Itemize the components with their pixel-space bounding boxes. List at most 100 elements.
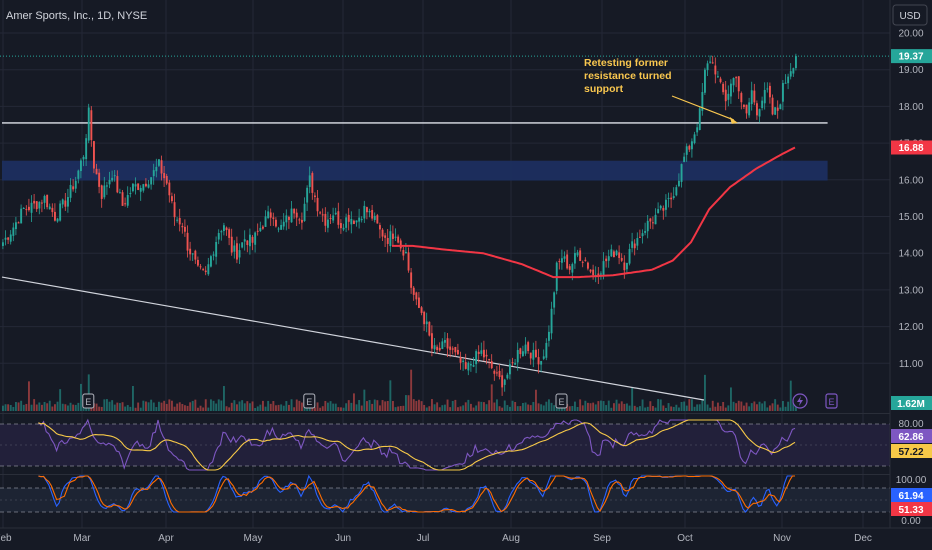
candle-body (324, 213, 327, 226)
volume-bar (337, 407, 340, 411)
volume-bar (155, 407, 158, 411)
volume-bar (106, 399, 108, 411)
candle-body (30, 202, 33, 213)
time-tick-label: Oct (677, 533, 693, 544)
candle-body (90, 110, 93, 141)
candle-body (46, 194, 49, 208)
candle-body (22, 208, 25, 210)
candle-body (186, 232, 189, 251)
volume-bar (46, 403, 49, 411)
volume-bar (399, 405, 402, 411)
candle-body (155, 166, 158, 172)
earnings-marker[interactable] (303, 393, 316, 409)
volume-bar (724, 407, 727, 411)
time-tick-label: Dec (854, 533, 872, 544)
candle-body (600, 273, 602, 275)
volume-bar (80, 383, 82, 411)
candle-body (462, 360, 465, 362)
candle-body (451, 348, 454, 350)
volume-bar (665, 407, 667, 411)
volume-bar (766, 407, 769, 411)
candle-body (503, 379, 506, 385)
volume-bar (173, 406, 176, 411)
candle-body (407, 252, 410, 271)
time-axis-labels[interactable]: Feb Mar Apr May Jun Jul Aug Sep Oct Nov Dec (0, 533, 872, 544)
candle-body (288, 216, 290, 220)
candle-body (480, 350, 483, 354)
candle-body (100, 185, 103, 199)
candle-body (386, 238, 389, 244)
candle-body (74, 180, 77, 189)
volume-bar (103, 399, 106, 411)
volume-bar (730, 387, 732, 411)
candle-body (405, 251, 407, 254)
volume-bar (633, 405, 636, 411)
candle-body (709, 61, 712, 63)
candle-body (561, 258, 563, 263)
descending-trendline (1, 276, 705, 401)
candle-body (306, 187, 309, 203)
volume-bar (191, 400, 194, 411)
ma-value: 16.88 (898, 143, 923, 154)
currency-box[interactable] (892, 4, 928, 26)
price-tick-label: 18.00 (898, 102, 923, 113)
candle-body (363, 205, 366, 219)
candle-body (571, 264, 574, 273)
candle-body (438, 347, 441, 351)
candle-body (680, 164, 683, 182)
volume-bar (54, 404, 56, 411)
volume-bar (225, 406, 228, 411)
volume-bar (641, 399, 644, 411)
volume-bar (394, 407, 397, 411)
candle-body (173, 202, 176, 218)
candle-body (698, 108, 701, 131)
candle-body (782, 83, 784, 102)
volume-bar (498, 406, 501, 411)
volume-bar (389, 380, 392, 411)
volume-bar (589, 403, 592, 411)
volume-bar (137, 402, 140, 411)
candle-body (2, 242, 4, 246)
volume-bar (95, 403, 98, 411)
earnings-marker[interactable] (82, 393, 95, 409)
upcoming-earnings-marker[interactable] (825, 393, 838, 409)
candle-body (392, 233, 394, 239)
candle-body (111, 177, 114, 181)
candle-body (540, 361, 543, 365)
volume-bar (358, 399, 361, 411)
volume-bar (662, 405, 665, 411)
candle-body (41, 202, 43, 204)
candle-body (722, 83, 725, 93)
volume-bar (204, 399, 207, 411)
volume-bar (314, 407, 316, 411)
volume-bar (152, 402, 155, 411)
annotation-line-1: Retesting former (584, 57, 668, 69)
candle-body (732, 78, 735, 86)
volume-bar (514, 402, 517, 411)
candle-body (654, 214, 657, 225)
volume-bar (636, 407, 639, 411)
candle-body (256, 230, 259, 232)
volume-bar (360, 405, 363, 411)
volume-bar (477, 401, 480, 411)
volume-bar (644, 407, 647, 411)
candle-body (610, 249, 613, 257)
volume-bar (269, 403, 272, 411)
candle-body (366, 207, 368, 213)
volume-bar (509, 406, 511, 411)
candle-body (425, 321, 428, 325)
earnings-marker[interactable] (555, 393, 568, 409)
volume-bar (553, 405, 556, 411)
candle-body (98, 172, 101, 187)
candle-body (168, 182, 171, 196)
candle-body (532, 350, 535, 360)
volume-bar (147, 402, 150, 411)
candle-body (56, 218, 59, 222)
candle-body (316, 197, 319, 212)
volume-bar (119, 403, 121, 411)
volume-bar (623, 403, 626, 411)
volume-bar (272, 401, 275, 411)
volume-bar (462, 405, 465, 411)
